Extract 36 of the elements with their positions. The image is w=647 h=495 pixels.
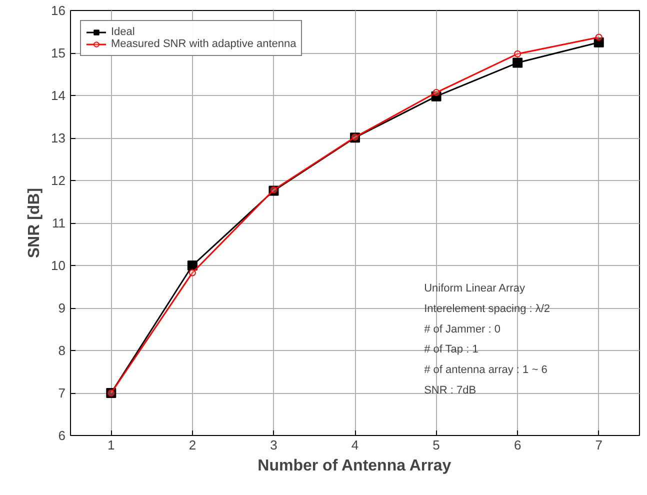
- point: [432, 89, 440, 96]
- annotation: Uniform Linear Array: [424, 282, 526, 294]
- annotation: # of antenna array : 1 ~ 6: [424, 364, 548, 376]
- point: [512, 58, 523, 68]
- y-tick-label: 12: [51, 173, 66, 188]
- x-tick-label: 2: [188, 438, 196, 452]
- legend-label: Ideal: [111, 26, 135, 38]
- point: [514, 50, 522, 58]
- y-tick-label: 10: [51, 258, 66, 273]
- y-tick-label: 16: [51, 3, 66, 18]
- point: [270, 186, 278, 194]
- x-axis-title: Number of Antenna Array: [258, 458, 452, 474]
- point: [594, 37, 604, 48]
- y-tick-label: 15: [51, 46, 66, 60]
- x-tick-label: 7: [595, 438, 602, 452]
- y-tick-label: 11: [52, 216, 66, 230]
- legend-label: Measured SNR with adaptive antenna: [111, 38, 296, 50]
- x-tick-label: 4: [351, 438, 359, 452]
- x-tick-label: 1: [108, 438, 115, 452]
- x-tick-label: 6: [514, 438, 522, 452]
- annotation: Interelement spacing : λ/2: [424, 302, 550, 315]
- y-tick-label: 7: [58, 386, 66, 400]
- y-axis-title: SNR [dB]: [26, 188, 44, 258]
- y-tick-label: 9: [58, 300, 66, 316]
- annotation: # of Tap : 1: [424, 344, 478, 356]
- y-tick-label: 13: [51, 130, 66, 146]
- annotation: SNR : 7dB: [424, 384, 476, 396]
- point: [595, 34, 602, 41]
- annotation: # of Jammer : 0: [424, 323, 501, 336]
- x-tick-label: 5: [432, 438, 440, 452]
- point: [187, 260, 198, 270]
- point: [188, 269, 196, 276]
- y-tick-label: 14: [51, 88, 66, 103]
- y-tick-label: 8: [58, 343, 66, 358]
- y-tick-label: 6: [58, 428, 66, 443]
- x-tick-label: 3: [270, 438, 278, 452]
